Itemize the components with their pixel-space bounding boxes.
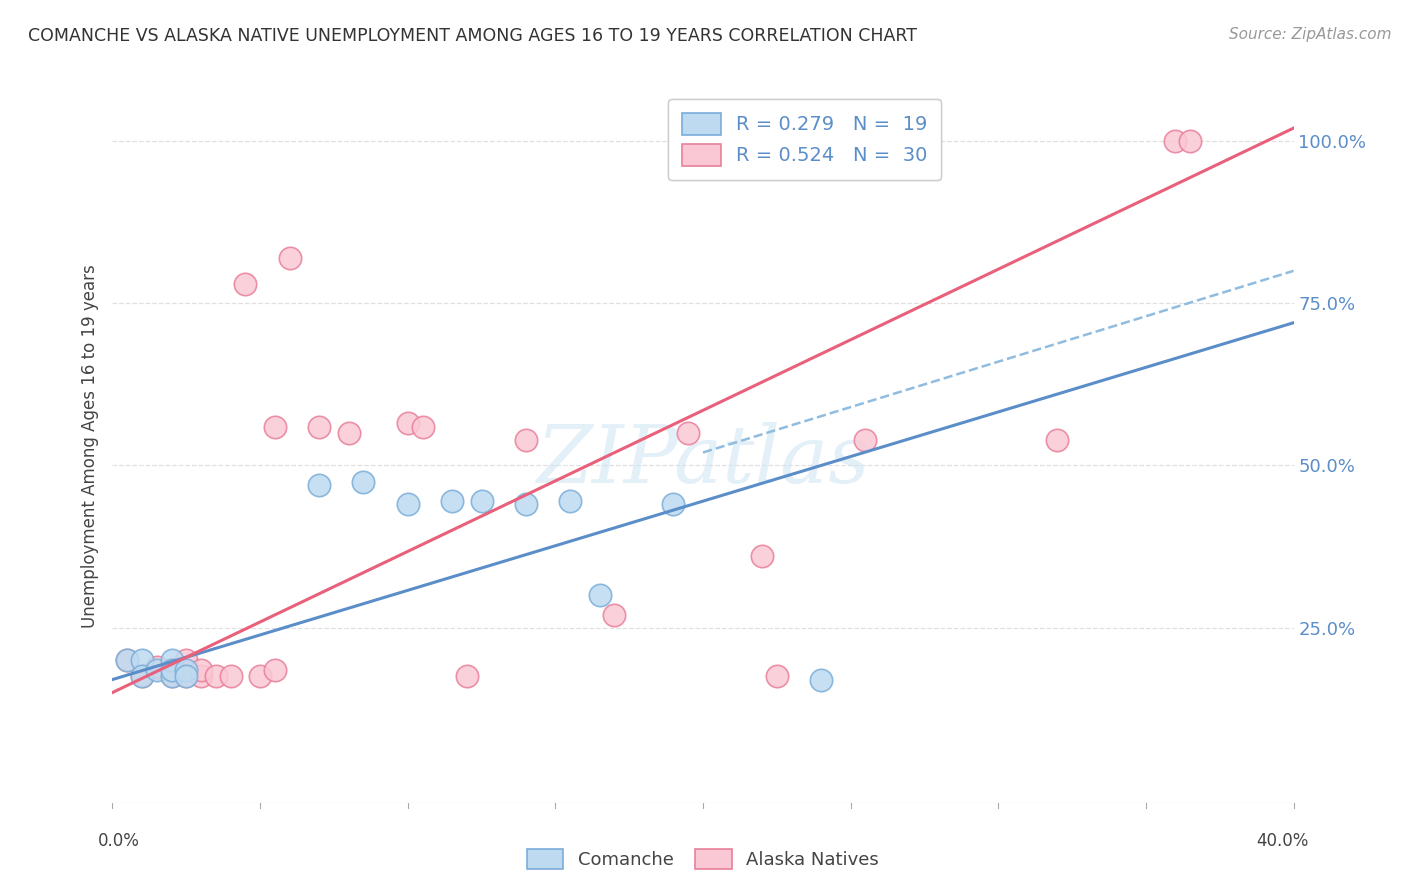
Point: [456, 669, 478, 683]
Point: [160, 669, 183, 683]
Point: [1046, 433, 1069, 447]
Point: [174, 669, 197, 683]
Point: [249, 669, 271, 683]
Point: [146, 659, 169, 673]
Legend: Comanche, Alaska Natives: Comanche, Alaska Natives: [519, 839, 887, 879]
Point: [1164, 134, 1187, 148]
Text: 0.0%: 0.0%: [98, 832, 139, 850]
Point: [174, 653, 197, 667]
Point: [751, 549, 773, 564]
Point: [174, 669, 197, 683]
Point: [470, 494, 494, 508]
Point: [160, 663, 183, 677]
Point: [131, 653, 153, 667]
Point: [352, 475, 374, 489]
Point: [174, 663, 197, 677]
Point: [131, 669, 153, 683]
Point: [411, 419, 433, 434]
Point: [190, 663, 212, 677]
Point: [117, 653, 138, 667]
Point: [117, 653, 138, 667]
Point: [396, 417, 419, 431]
Point: [160, 669, 183, 683]
Point: [146, 663, 169, 677]
Point: [855, 433, 877, 447]
Point: [678, 425, 700, 440]
Point: [810, 673, 832, 687]
Point: [219, 669, 242, 683]
Point: [308, 419, 330, 434]
Point: [278, 251, 301, 265]
Y-axis label: Unemployment Among Ages 16 to 19 years: Unemployment Among Ages 16 to 19 years: [80, 264, 98, 628]
Point: [131, 669, 153, 683]
Point: [308, 478, 330, 492]
Point: [205, 669, 228, 683]
Point: [603, 607, 626, 622]
Point: [233, 277, 256, 291]
Text: ZIPatlas: ZIPatlas: [536, 422, 870, 499]
Point: [515, 497, 537, 511]
Point: [1178, 134, 1201, 148]
Point: [160, 653, 183, 667]
Point: [396, 497, 419, 511]
Point: [160, 663, 183, 677]
Point: [662, 497, 685, 511]
Legend: R = 0.279   N =  19, R = 0.524   N =  30: R = 0.279 N = 19, R = 0.524 N = 30: [668, 99, 941, 180]
Point: [190, 669, 212, 683]
Point: [264, 419, 287, 434]
Text: Source: ZipAtlas.com: Source: ZipAtlas.com: [1229, 27, 1392, 42]
Point: [558, 494, 582, 508]
Point: [264, 663, 287, 677]
Point: [515, 433, 537, 447]
Point: [588, 588, 610, 602]
Point: [441, 494, 464, 508]
Point: [337, 425, 360, 440]
Text: COMANCHE VS ALASKA NATIVE UNEMPLOYMENT AMONG AGES 16 TO 19 YEARS CORRELATION CHA: COMANCHE VS ALASKA NATIVE UNEMPLOYMENT A…: [28, 27, 917, 45]
Point: [766, 669, 789, 683]
Text: 40.0%: 40.0%: [1256, 832, 1309, 850]
